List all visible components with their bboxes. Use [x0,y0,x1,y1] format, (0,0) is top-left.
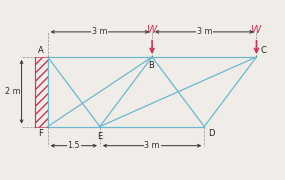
Polygon shape [36,57,48,127]
Text: D: D [208,129,215,138]
Text: 1.5: 1.5 [68,141,80,150]
Text: A: A [38,46,44,55]
Text: E: E [97,132,103,141]
Text: 3 m: 3 m [197,27,212,36]
Text: 2 m: 2 m [5,87,21,96]
Text: C: C [261,46,266,55]
Text: F: F [39,129,44,138]
Text: $W$: $W$ [250,23,263,35]
Text: B: B [148,61,154,70]
Text: $W$: $W$ [146,23,158,35]
Text: 3 m: 3 m [92,27,108,36]
Text: 3 m: 3 m [144,141,160,150]
